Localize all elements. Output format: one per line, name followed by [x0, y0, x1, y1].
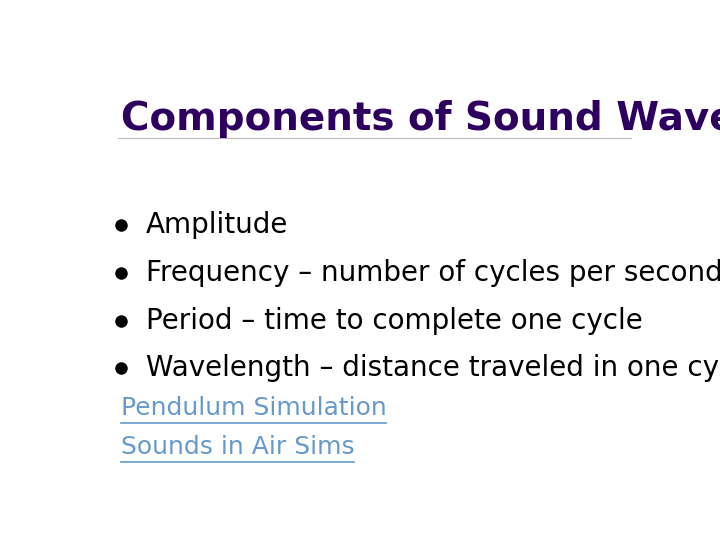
Text: Components of Sound Wave: Components of Sound Wave [121, 100, 720, 138]
Text: Frequency – number of cycles per second: Frequency – number of cycles per second [145, 259, 720, 287]
Text: Amplitude: Amplitude [145, 211, 288, 239]
Text: Wavelength – distance traveled in one cycle: Wavelength – distance traveled in one cy… [145, 354, 720, 382]
Text: Sounds in Air Sims: Sounds in Air Sims [121, 435, 354, 460]
Text: Period – time to complete one cycle: Period – time to complete one cycle [145, 307, 642, 334]
Text: Pendulum Simulation: Pendulum Simulation [121, 396, 387, 420]
